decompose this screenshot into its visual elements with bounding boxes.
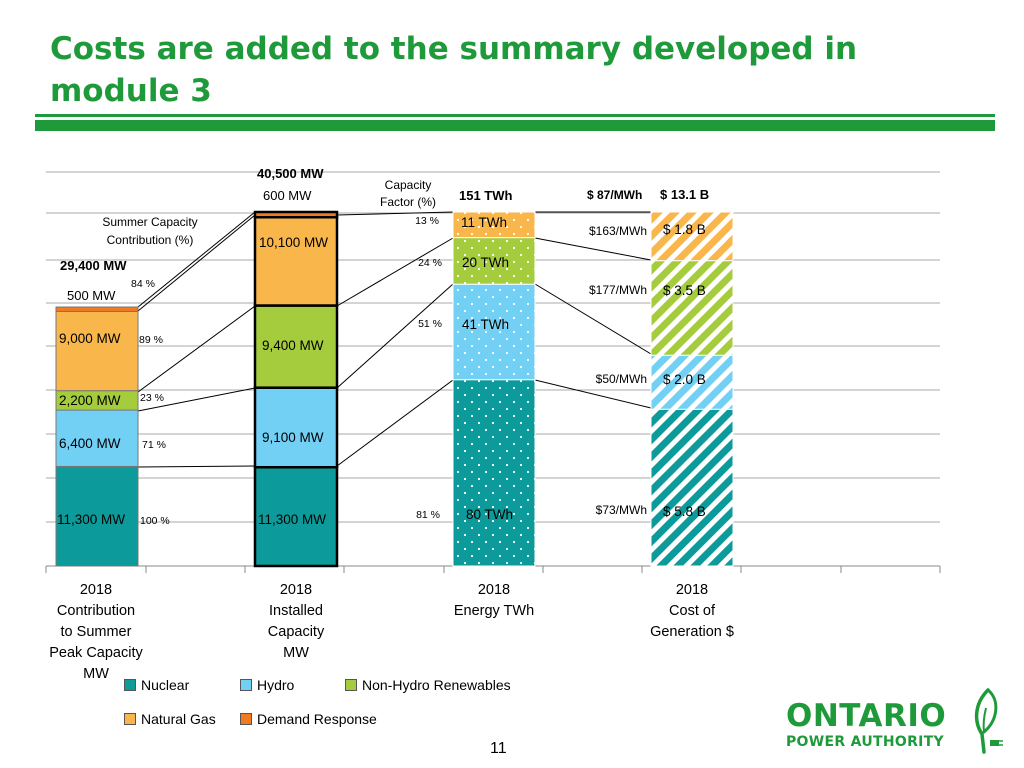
legend-label: Hydro	[257, 677, 295, 693]
legend-label: Demand Response	[257, 711, 377, 727]
installed-total: 40,500 MW	[257, 166, 324, 181]
legend-swatch	[240, 679, 252, 691]
bars-group	[55, 210, 734, 568]
pct-label: 13 %	[415, 215, 439, 227]
bar-label: 11,300 MW	[57, 512, 125, 527]
bar-label: $ 5.8 B	[663, 504, 706, 519]
pct-label: 81 %	[416, 509, 440, 521]
legend-swatch	[124, 679, 136, 691]
bar-label: 9,000 MW	[59, 331, 121, 346]
average-cost: $ 87/MWh	[587, 188, 642, 202]
pct-label: 23 %	[140, 392, 164, 404]
bar-labels-cost: $ 5.8 B $ 2.0 B $ 3.5 B $ 1.8 B	[663, 222, 706, 519]
contribution-demand-response: 500 MW	[67, 288, 116, 303]
connector-lines	[137, 211, 652, 468]
bar-label: 20 TWh	[462, 255, 509, 270]
bar-label: 6,400 MW	[59, 436, 121, 451]
x-tick-label: 2018 Cost of Generation $	[650, 582, 734, 640]
legend-item-non-hydro-renewables: Non-Hydro Renewables	[345, 677, 511, 693]
energy-total: 151 TWh	[459, 188, 513, 203]
bar-label: $ 1.8 B	[663, 222, 706, 237]
bar-label: 10,100 MW	[259, 235, 328, 250]
bar-segment-nuclear	[452, 379, 536, 567]
legend-item-natural-gas: Natural Gas	[124, 711, 216, 727]
bar-segment-demand-response	[55, 306, 139, 312]
bar-segment-hydro	[55, 409, 139, 467]
bar-label: 41 TWh	[462, 317, 509, 332]
bar-segment-natural-gas	[253, 215, 339, 307]
bar-segment-non-hydro-renewables	[452, 237, 536, 285]
title-rule-thick	[35, 120, 995, 131]
bar-label: 9,400 MW	[262, 338, 324, 353]
unit-cost-label: $73/MWh	[596, 503, 647, 517]
legend-label: Nuclear	[141, 677, 190, 693]
bar-label: 11,300 MW	[258, 512, 326, 527]
x-tick-label: 2018 Energy TWh	[453, 582, 535, 619]
pct-label: 89 %	[139, 334, 163, 346]
bar-segment-hydro	[253, 386, 339, 469]
bar-segment-hydro	[452, 283, 536, 381]
bar-segment-demand-response	[253, 210, 339, 219]
logo-subtitle: POWER AUTHORITY	[786, 734, 944, 750]
contribution-pct-labels: 100 % 71 % 23 % 89 % 84 %	[131, 278, 170, 527]
annotation-texts: Summer Capacity Contribution (%) 29,400 …	[60, 166, 709, 303]
bar-segment-hydro	[650, 354, 734, 410]
x-axis-ticks	[45, 566, 941, 573]
title-rule-thin	[35, 114, 995, 117]
capacity-factor-header-line1: Capacity	[385, 178, 432, 192]
ontario-power-authority-logo: ONTARIO POWER AUTHORITY	[786, 688, 1003, 758]
bar-segment-natural-gas	[650, 211, 734, 262]
logo-name: ONTARIO	[786, 698, 947, 734]
bar-label: $ 3.5 B	[663, 283, 706, 298]
page-number: 11	[490, 740, 507, 757]
bar-label: 2,200 MW	[59, 393, 121, 408]
x-tick-label: 2018 Installed Capacity MW	[267, 582, 325, 661]
total-cost: $ 13.1 B	[660, 187, 709, 202]
bar-segment-nuclear	[650, 408, 734, 567]
bar-labels-installed: 11,300 MW 9,100 MW 9,400 MW 10,100 MW	[258, 235, 328, 527]
legend-swatch	[240, 713, 252, 725]
legend-item-hydro: Hydro	[240, 677, 294, 693]
legend-item-demand-response: Demand Response	[240, 711, 377, 727]
contribution-total: 29,400 MW	[60, 258, 127, 273]
bar-labels-contribution: 11,300 MW 6,400 MW 2,200 MW 9,000 MW	[57, 331, 125, 527]
unit-cost-labels: $73/MWh $50/MWh $177/MWh $163/MWh	[589, 224, 647, 517]
legend-label: Non-Hydro Renewables	[362, 677, 511, 693]
legend-swatch	[124, 713, 136, 725]
pct-label: 71 %	[142, 439, 166, 451]
x-tick-label: 2018 Contribution to Summer Peak Capacit…	[49, 582, 143, 682]
bar-segment-natural-gas	[55, 310, 139, 392]
unit-cost-label: $163/MWh	[589, 224, 647, 238]
bar-segment-non-hydro-renewables	[253, 304, 339, 389]
bar-labels-energy: 80 TWh 41 TWh 20 TWh 11 TWh	[461, 215, 513, 522]
bar-segment-nuclear	[55, 465, 139, 567]
legend-swatch	[345, 679, 357, 691]
leaf-plug-icon	[974, 688, 1003, 754]
stacked-bar-chart: 11,300 MW 6,400 MW 2,200 MW 9,000 MW 11,…	[45, 166, 941, 573]
pct-label: 100 %	[140, 515, 170, 527]
slide-title: Costs are added to the summary developed…	[50, 31, 858, 109]
legend-label: Natural Gas	[141, 711, 216, 727]
contribution-header-line2: Contribution (%)	[107, 233, 194, 247]
bar-label: $ 2.0 B	[663, 372, 706, 387]
bar-segment-natural-gas	[452, 211, 536, 239]
capacity-factor-header-line2: Factor (%)	[380, 195, 436, 209]
bar-segment-non-hydro-renewables	[650, 260, 734, 356]
pct-label: 84 %	[131, 278, 155, 290]
installed-demand-response: 600 MW	[263, 188, 312, 203]
unit-cost-label: $177/MWh	[589, 283, 647, 297]
pct-label: 24 %	[418, 257, 442, 269]
bar-label: 11 TWh	[461, 215, 507, 230]
capacity-factor-labels: 81 % 51 % 24 % 13 %	[415, 215, 442, 521]
pct-label: 51 %	[418, 318, 442, 330]
contribution-header-line1: Summer Capacity	[102, 215, 197, 229]
bar-label: 80 TWh	[466, 507, 513, 522]
bar-label: 9,100 MW	[262, 430, 324, 445]
unit-cost-label: $50/MWh	[596, 372, 647, 386]
legend-item-nuclear: Nuclear	[124, 677, 189, 693]
